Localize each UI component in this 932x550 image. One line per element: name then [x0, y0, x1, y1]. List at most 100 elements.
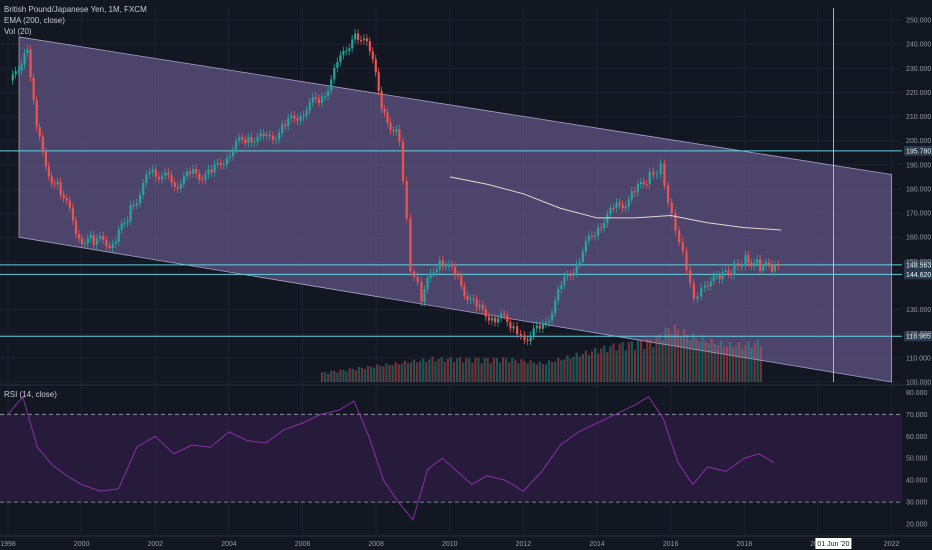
candle-body [615, 202, 618, 209]
crosshair-cursor: 01 Jun '20 [815, 8, 852, 549]
candle-body [484, 309, 487, 317]
volume-bar [354, 370, 357, 382]
volume-bar [744, 345, 747, 382]
ema-legend[interactable]: EMA (200, close) [4, 16, 65, 25]
candle-body [509, 321, 512, 329]
candle-body [435, 269, 438, 273]
volume-bar [351, 368, 354, 382]
candle-body [132, 204, 135, 206]
candle-body [551, 313, 554, 321]
volume-bar [606, 351, 609, 382]
candle-body [339, 55, 342, 62]
candle-body [317, 98, 321, 103]
volume-legend[interactable]: Vol (20) [4, 27, 32, 36]
volume-bar [704, 341, 707, 382]
volume-bar [701, 335, 704, 382]
candle-body [92, 235, 95, 245]
candle-body [192, 168, 195, 174]
candle-body [773, 264, 776, 272]
price-axis-label: 210.000 [906, 114, 931, 121]
candle-body [733, 263, 736, 275]
candle-body [429, 273, 432, 279]
candle-body [405, 181, 408, 219]
candle-body [293, 115, 296, 119]
candle-body [145, 174, 148, 184]
volume-bar [366, 365, 370, 382]
rsi-axis-label: 20.000 [906, 522, 928, 529]
candle-body [11, 74, 14, 81]
candle-body [20, 64, 23, 71]
volume-bar [511, 358, 514, 382]
candle-body [581, 251, 584, 262]
price-axis-label: 180.000 [906, 186, 931, 193]
horizontal-levels[interactable]: 195.780 148.563 144.620 118.965 [0, 145, 932, 342]
volume-bar [400, 363, 403, 382]
volume-bar [560, 360, 563, 382]
candle-body [667, 185, 670, 203]
candle-body [597, 227, 600, 236]
candle-body [330, 79, 333, 91]
rsi-legend[interactable]: RSI (14, close) [4, 390, 57, 399]
candle-body [678, 230, 681, 243]
volume-bar [327, 373, 330, 382]
candle-body [538, 325, 541, 329]
candle-body [374, 59, 377, 73]
volume-bar [434, 361, 437, 382]
candle-body [56, 181, 59, 185]
candle-body [189, 171, 192, 174]
candle-body [182, 176, 186, 184]
rsi-axis-label: 40.000 [906, 478, 928, 485]
candle-body [89, 235, 92, 239]
candle-body [262, 133, 265, 136]
rsi-axis-label: 60.000 [906, 434, 928, 441]
candle-body [409, 218, 412, 272]
volume-bar [477, 357, 480, 382]
volume-bar [431, 357, 434, 382]
candle-body [603, 223, 606, 229]
price-axis-label: 220.000 [906, 90, 931, 97]
candle-body [176, 186, 179, 189]
candle-body [98, 236, 102, 239]
candle-body [225, 157, 229, 165]
volume-bar [572, 356, 575, 382]
price-axis-label: 190.000 [906, 162, 931, 169]
volume-bar [750, 347, 753, 382]
candle-body [490, 317, 494, 321]
candle-body [299, 116, 302, 121]
candle-body [547, 320, 551, 323]
price-series [11, 29, 780, 346]
volume-bar [590, 351, 594, 382]
candle-body [164, 172, 167, 176]
volume-bar [547, 360, 551, 382]
volume-bar [339, 369, 342, 382]
volume-bar [394, 362, 397, 382]
price-axis-label: 100.000 [906, 380, 931, 387]
symbol-legend[interactable]: British Pound/Japanese Yen, 1M, FXCM [4, 5, 147, 14]
time-axis-label: 2006 [295, 541, 311, 548]
candle-body [333, 67, 336, 80]
volume-bar [569, 358, 572, 382]
volume-bar [409, 362, 413, 382]
candle-body [395, 129, 398, 132]
candle-body [532, 328, 535, 336]
candle-body [222, 164, 225, 166]
time-axis-label: 2016 [663, 541, 679, 548]
candle-body [493, 317, 497, 323]
candle-body [129, 204, 132, 221]
candle-body [371, 51, 374, 60]
candle-body [612, 207, 615, 209]
candle-body [86, 238, 89, 244]
cursor-date-tag [815, 538, 852, 549]
candle-body [767, 262, 771, 265]
candle-body [219, 162, 222, 165]
price-axis-label: 120.000 [906, 331, 931, 338]
price-axis-label: 160.000 [906, 235, 931, 242]
candle-body [142, 183, 145, 195]
price-channel [18, 36, 892, 383]
candle-body [83, 243, 87, 245]
candle-body [161, 175, 164, 180]
candle-body [519, 334, 522, 336]
candle-body [466, 295, 469, 300]
volume-bar [498, 362, 502, 382]
